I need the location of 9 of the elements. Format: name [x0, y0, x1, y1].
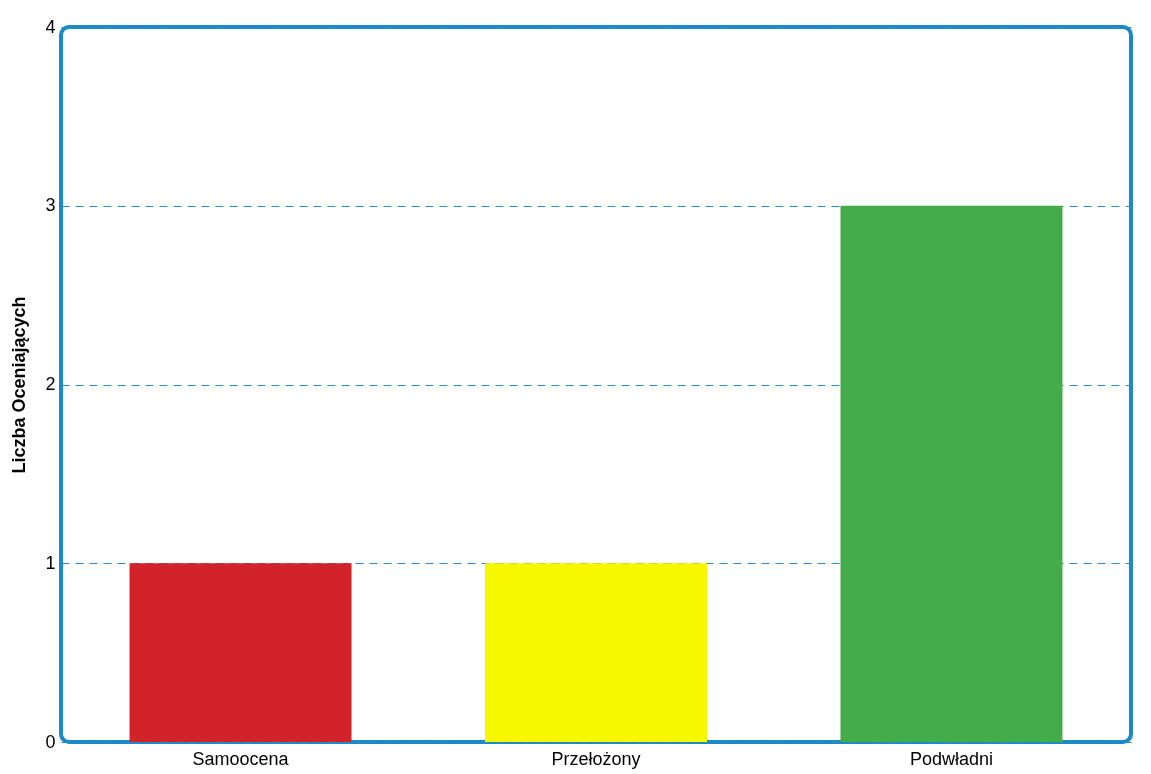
y-axis-title: Liczba Oceniających	[9, 296, 30, 474]
x-tick-label: Podwładni	[909, 748, 994, 769]
y-tick-label: 2	[45, 374, 56, 394]
x-tick-label: Przełożony	[551, 748, 641, 769]
y-tick-label: 1	[45, 552, 56, 573]
y-tick-label: 0	[45, 731, 56, 752]
y-tick-label: 4	[45, 16, 56, 37]
x-tick-label: Samoocena	[192, 748, 290, 769]
y-tick-label: 3	[45, 195, 56, 216]
